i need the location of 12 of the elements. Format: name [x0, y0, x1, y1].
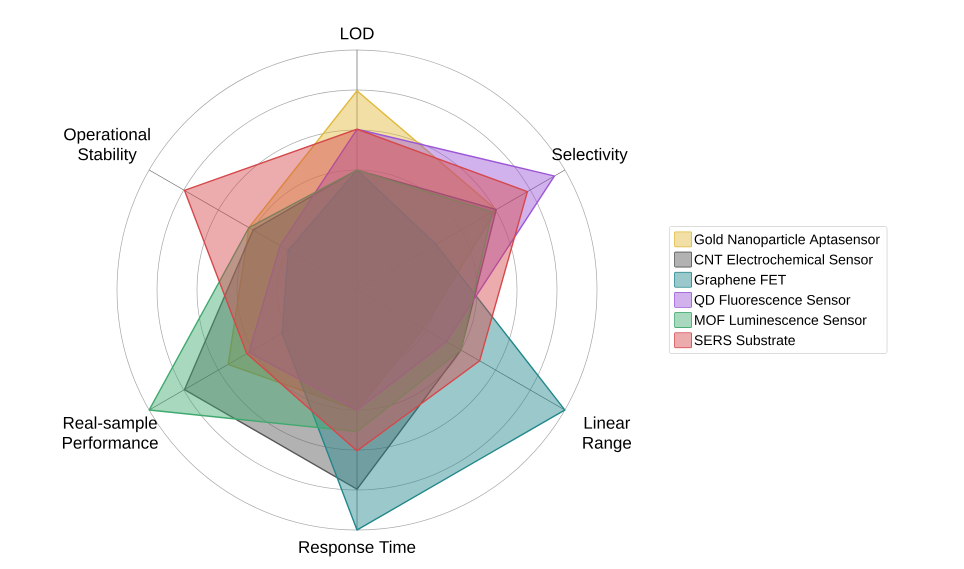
legend-label: Graphene FET: [694, 274, 786, 288]
legend-label: Gold Nanoparticle Aptasensor: [694, 234, 880, 248]
spoke-label: LOD: [340, 27, 374, 40]
spoke-label: Selectivity: [552, 148, 628, 164]
legend-label: CNT Electrochemical Sensor: [694, 254, 873, 264]
legend-label: QD Fluorescence Sensor: [694, 294, 850, 308]
spoke-label: Linear Range: [583, 416, 632, 452]
spoke-label: Response Time: [299, 540, 416, 556]
legend-label: SERS Substrate: [694, 334, 795, 346]
spoke-label: Operational Stability: [64, 128, 150, 164]
spoke-label: Real-sample Performance: [62, 416, 158, 449]
legend-label: MOF Luminescence Sensor: [695, 314, 867, 326]
